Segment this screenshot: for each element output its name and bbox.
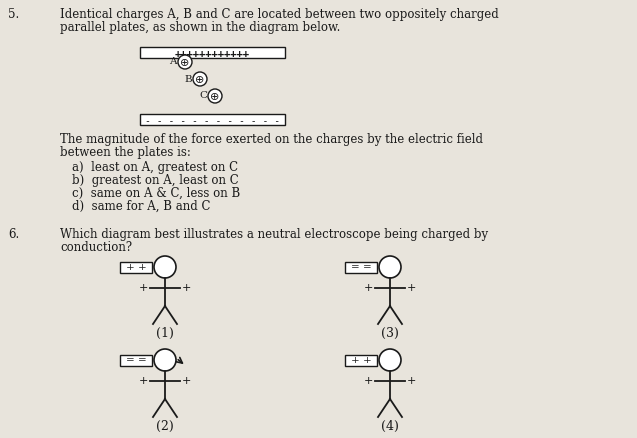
Circle shape <box>208 90 222 104</box>
Text: (1): (1) <box>156 326 174 339</box>
Text: + +: + + <box>125 263 147 272</box>
Text: parallel plates, as shown in the diagram below.: parallel plates, as shown in the diagram… <box>60 21 340 34</box>
Text: 5.: 5. <box>8 8 19 21</box>
Text: ⊕: ⊕ <box>210 92 220 102</box>
Text: A: A <box>169 57 177 66</box>
Bar <box>120 262 152 273</box>
Bar <box>140 115 285 126</box>
Text: ++++++++++++: ++++++++++++ <box>175 48 250 58</box>
Text: +: + <box>139 375 148 385</box>
Text: B: B <box>184 74 192 83</box>
Text: (2): (2) <box>156 419 174 431</box>
Text: +: + <box>182 375 191 385</box>
Text: ⊕: ⊕ <box>180 58 190 68</box>
Bar <box>120 355 152 366</box>
Circle shape <box>193 73 207 87</box>
Circle shape <box>379 256 401 279</box>
Text: C: C <box>199 91 207 100</box>
Text: Identical charges A, B and C are located between two oppositely charged: Identical charges A, B and C are located… <box>60 8 499 21</box>
Circle shape <box>178 56 192 70</box>
Text: +: + <box>182 283 191 292</box>
Text: Which diagram best illustrates a neutral electroscope being charged by: Which diagram best illustrates a neutral… <box>60 227 488 240</box>
Text: between the plates is:: between the plates is: <box>60 146 191 159</box>
Text: b)  greatest on A, least on C: b) greatest on A, least on C <box>72 173 239 187</box>
Bar <box>345 262 377 273</box>
Text: (3): (3) <box>381 326 399 339</box>
Text: c)  same on A & C, less on B: c) same on A & C, less on B <box>72 187 240 200</box>
Circle shape <box>379 349 401 371</box>
Text: ⊕: ⊕ <box>196 75 204 85</box>
Bar <box>140 48 285 59</box>
Text: - - - - - - - - - - - -: - - - - - - - - - - - - <box>145 115 280 125</box>
Text: 6.: 6. <box>8 227 19 240</box>
Text: + +: + + <box>350 356 371 365</box>
Circle shape <box>154 256 176 279</box>
Text: +: + <box>364 283 373 292</box>
Text: = =: = = <box>125 356 147 365</box>
Text: a)  least on A, greatest on C: a) least on A, greatest on C <box>72 161 238 173</box>
Text: conduction?: conduction? <box>60 240 132 254</box>
Text: +: + <box>407 283 417 292</box>
Text: +: + <box>139 283 148 292</box>
Text: The magnitude of the force exerted on the charges by the electric field: The magnitude of the force exerted on th… <box>60 133 483 146</box>
Text: +: + <box>364 375 373 385</box>
Circle shape <box>154 349 176 371</box>
Text: = =: = = <box>350 263 371 272</box>
Text: +: + <box>407 375 417 385</box>
Text: (4): (4) <box>381 419 399 431</box>
Bar <box>345 355 377 366</box>
Text: d)  same for A, B and C: d) same for A, B and C <box>72 200 210 212</box>
